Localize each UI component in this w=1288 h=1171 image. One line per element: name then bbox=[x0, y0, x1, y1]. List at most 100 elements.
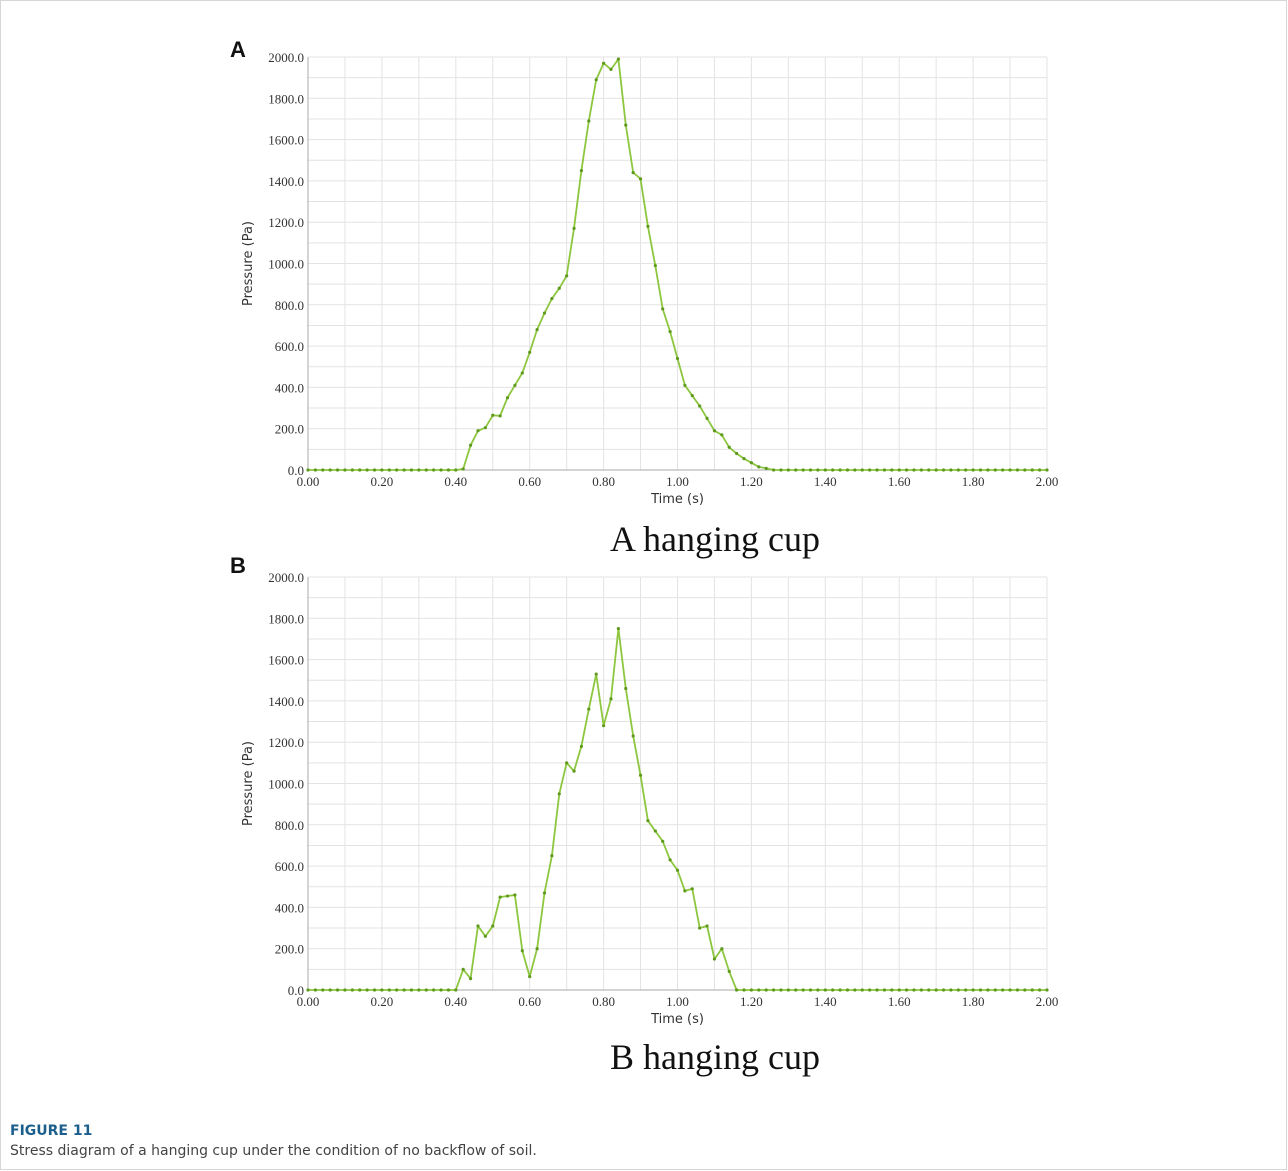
data-point bbox=[409, 468, 414, 472]
x-tick-label: 0.00 bbox=[297, 994, 320, 1009]
x-tick-label: 1.20 bbox=[740, 474, 763, 489]
y-tick-label: 600.0 bbox=[275, 339, 304, 354]
data-point bbox=[542, 891, 547, 895]
data-point bbox=[683, 383, 687, 387]
data-point bbox=[831, 988, 835, 992]
data-point bbox=[993, 468, 997, 472]
y-tick-label: 600.0 bbox=[275, 859, 304, 874]
data-point bbox=[313, 988, 317, 992]
y-tick-label: 1800.0 bbox=[268, 91, 304, 106]
data-point bbox=[1038, 468, 1042, 472]
y-axis-label: Pressure (Pa) bbox=[241, 741, 256, 826]
data-point bbox=[786, 468, 790, 472]
data-point bbox=[424, 468, 428, 472]
data-point bbox=[919, 468, 923, 472]
data-point bbox=[513, 893, 517, 897]
data-point bbox=[446, 988, 451, 992]
data-point bbox=[439, 988, 443, 992]
data-point bbox=[432, 988, 436, 992]
data-point bbox=[417, 988, 421, 992]
data-point bbox=[557, 286, 561, 290]
data-point bbox=[757, 988, 761, 992]
panel-a-subcaption: A hanging cup bbox=[610, 519, 820, 559]
data-point bbox=[653, 263, 657, 268]
data-point bbox=[934, 468, 938, 472]
data-point bbox=[528, 350, 532, 354]
data-point bbox=[986, 468, 990, 472]
y-tick-label: 2000.0 bbox=[268, 50, 304, 65]
y-tick-label: 200.0 bbox=[275, 942, 304, 957]
data-point bbox=[927, 468, 931, 472]
data-point bbox=[882, 988, 887, 992]
data-point bbox=[698, 926, 702, 930]
data-point bbox=[720, 947, 724, 951]
data-point bbox=[483, 426, 487, 430]
data-point bbox=[661, 839, 665, 843]
x-tick-label: 0.60 bbox=[518, 994, 541, 1009]
data-point bbox=[823, 468, 827, 472]
x-tick-label: 1.60 bbox=[888, 994, 911, 1009]
data-point bbox=[306, 468, 310, 472]
figure-label: FIGURE 11 bbox=[10, 1123, 93, 1139]
chart-panel-a: 0.00 0.20 0.40 0.60 0.80 1.00 1.20 1.40 1.60 1.80… bbox=[241, 50, 1059, 507]
data-point bbox=[890, 468, 894, 472]
data-point bbox=[912, 988, 916, 992]
data-point bbox=[476, 429, 480, 433]
data-point bbox=[683, 889, 687, 893]
x-tick-label: 2.00 bbox=[1036, 474, 1059, 489]
data-point bbox=[454, 988, 458, 992]
data-point bbox=[1023, 468, 1027, 472]
data-point bbox=[602, 61, 606, 65]
data-point bbox=[387, 988, 391, 992]
data-point bbox=[668, 858, 672, 862]
data-point bbox=[402, 988, 406, 992]
x-axis-label: Time (s) bbox=[650, 492, 704, 507]
y-tick-label: 1600.0 bbox=[268, 133, 304, 148]
data-point bbox=[712, 957, 717, 961]
data-point bbox=[964, 468, 968, 472]
data-point bbox=[638, 773, 643, 777]
data-point bbox=[358, 988, 362, 992]
data-point bbox=[624, 686, 628, 691]
x-tick-label: 0.20 bbox=[371, 474, 394, 489]
data-point bbox=[779, 468, 783, 472]
data-point bbox=[646, 819, 650, 823]
data-point bbox=[735, 988, 739, 992]
data-point bbox=[993, 988, 997, 992]
data-point bbox=[838, 468, 842, 472]
y-tick-label: 1400.0 bbox=[268, 694, 304, 709]
data-point bbox=[365, 468, 369, 472]
data-point bbox=[343, 468, 347, 472]
data-point bbox=[594, 78, 598, 82]
data-point bbox=[565, 761, 569, 765]
data-point bbox=[409, 988, 414, 992]
data-point bbox=[491, 413, 495, 417]
data-point bbox=[328, 988, 332, 992]
data-point bbox=[624, 123, 628, 127]
data-point bbox=[358, 468, 362, 472]
data-point bbox=[764, 466, 768, 470]
x-tick-label: 2.00 bbox=[1036, 994, 1059, 1009]
data-point bbox=[498, 414, 502, 418]
data-point bbox=[816, 468, 820, 472]
data-point bbox=[912, 468, 916, 472]
data-point bbox=[720, 433, 724, 437]
data-point bbox=[875, 988, 879, 992]
data-point bbox=[831, 468, 835, 472]
data-point bbox=[1015, 468, 1020, 472]
data-point bbox=[941, 468, 946, 472]
data-point bbox=[491, 924, 495, 928]
y-tick-label: 1600.0 bbox=[268, 653, 304, 668]
data-point bbox=[956, 468, 960, 472]
data-point bbox=[705, 416, 709, 420]
data-point bbox=[735, 451, 739, 456]
data-point bbox=[1008, 988, 1012, 992]
data-point bbox=[949, 988, 953, 992]
data-point bbox=[668, 330, 672, 334]
data-point bbox=[986, 988, 990, 992]
data-point bbox=[631, 734, 635, 738]
data-point bbox=[402, 468, 406, 472]
x-tick-label: 0.00 bbox=[297, 474, 320, 489]
x-tick-label: 1.00 bbox=[666, 474, 689, 489]
y-tick-label: 1800.0 bbox=[268, 611, 304, 626]
